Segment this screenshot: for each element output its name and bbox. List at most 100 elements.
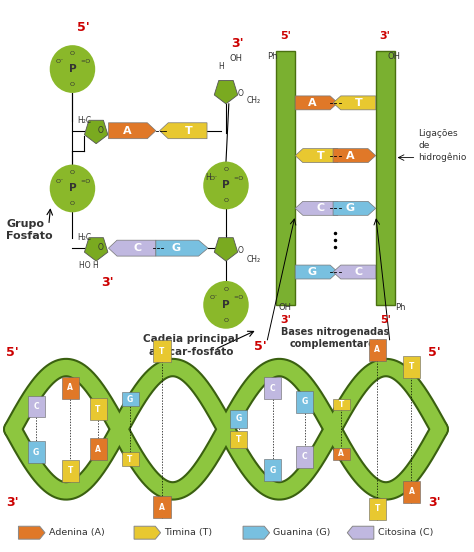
Bar bbox=[276, 51, 295, 305]
Text: Adenina (A): Adenina (A) bbox=[49, 528, 105, 537]
Text: 5': 5' bbox=[255, 339, 267, 353]
Bar bbox=[154, 496, 171, 518]
Bar bbox=[403, 481, 420, 502]
Bar bbox=[62, 460, 79, 481]
Bar bbox=[121, 452, 138, 466]
Text: O: O bbox=[70, 51, 75, 56]
Text: =O: =O bbox=[80, 179, 90, 184]
Text: O⁻: O⁻ bbox=[210, 295, 218, 300]
Polygon shape bbox=[214, 81, 237, 104]
Polygon shape bbox=[295, 148, 338, 163]
Polygon shape bbox=[109, 123, 156, 139]
Polygon shape bbox=[295, 201, 338, 215]
Polygon shape bbox=[333, 148, 376, 163]
Polygon shape bbox=[18, 526, 45, 539]
Text: HO H: HO H bbox=[79, 261, 99, 270]
Circle shape bbox=[203, 162, 249, 209]
Text: O: O bbox=[223, 167, 228, 172]
Text: H: H bbox=[205, 173, 211, 183]
Text: A: A bbox=[409, 487, 414, 496]
Bar bbox=[369, 498, 386, 519]
Bar bbox=[121, 392, 138, 406]
Bar bbox=[403, 356, 420, 378]
Polygon shape bbox=[160, 123, 207, 139]
Text: OH: OH bbox=[387, 52, 400, 61]
Text: A: A bbox=[308, 98, 316, 108]
Bar bbox=[333, 448, 350, 460]
Text: G: G bbox=[172, 243, 181, 253]
Polygon shape bbox=[84, 120, 108, 144]
Text: G: G bbox=[308, 267, 317, 277]
Text: P: P bbox=[222, 181, 230, 190]
Bar bbox=[376, 51, 395, 305]
Bar bbox=[369, 339, 386, 361]
Text: O: O bbox=[223, 287, 228, 292]
Text: H₂C: H₂C bbox=[77, 233, 91, 242]
Text: Cadeia principal
açúcar-fosfato: Cadeia principal açúcar-fosfato bbox=[143, 333, 239, 357]
Text: OH: OH bbox=[230, 54, 243, 63]
Text: T: T bbox=[236, 435, 241, 444]
Text: 5': 5' bbox=[77, 21, 90, 34]
Text: G: G bbox=[127, 395, 133, 404]
Polygon shape bbox=[333, 201, 376, 215]
Polygon shape bbox=[156, 240, 208, 256]
Text: O⁻: O⁻ bbox=[56, 60, 64, 65]
Text: H₂C: H₂C bbox=[77, 116, 91, 125]
Text: O: O bbox=[223, 199, 228, 204]
Polygon shape bbox=[333, 96, 376, 110]
Text: G: G bbox=[33, 448, 39, 457]
Text: =O: =O bbox=[233, 295, 244, 300]
Text: C: C bbox=[270, 384, 276, 393]
Text: =O: =O bbox=[80, 60, 90, 65]
Text: G: G bbox=[302, 397, 308, 406]
Text: P: P bbox=[222, 300, 230, 310]
Text: T: T bbox=[338, 400, 344, 409]
Text: C: C bbox=[317, 203, 325, 213]
Text: Ph: Ph bbox=[268, 52, 278, 61]
Text: O⁻: O⁻ bbox=[210, 176, 218, 181]
Bar bbox=[90, 398, 107, 420]
Polygon shape bbox=[295, 96, 338, 110]
Text: T: T bbox=[95, 405, 101, 413]
Bar bbox=[264, 378, 282, 399]
Text: 3': 3' bbox=[231, 37, 243, 50]
Bar bbox=[27, 395, 45, 417]
Circle shape bbox=[50, 45, 95, 93]
Polygon shape bbox=[134, 526, 161, 539]
Text: A: A bbox=[374, 346, 380, 354]
Text: T: T bbox=[184, 126, 192, 136]
Text: Guanina (G): Guanina (G) bbox=[273, 528, 331, 537]
Text: 5': 5' bbox=[6, 346, 19, 359]
Text: G: G bbox=[270, 465, 276, 475]
Text: Grupo
Fosfato: Grupo Fosfato bbox=[6, 220, 53, 241]
Bar bbox=[230, 431, 247, 448]
Text: OH: OH bbox=[278, 303, 291, 312]
Text: 5': 5' bbox=[428, 346, 441, 359]
Circle shape bbox=[50, 164, 95, 213]
Text: T: T bbox=[374, 504, 380, 513]
Text: 5': 5' bbox=[280, 31, 291, 41]
Polygon shape bbox=[295, 265, 338, 279]
Text: CH₂: CH₂ bbox=[247, 255, 261, 264]
Polygon shape bbox=[84, 238, 108, 261]
Text: A: A bbox=[123, 126, 131, 136]
Bar bbox=[154, 340, 171, 362]
Text: 5': 5' bbox=[380, 315, 391, 325]
Text: P: P bbox=[69, 64, 76, 74]
Text: Citosina (C): Citosina (C) bbox=[378, 528, 433, 537]
Text: O: O bbox=[70, 82, 75, 87]
Text: A: A bbox=[67, 383, 73, 392]
Text: G: G bbox=[236, 415, 242, 423]
Text: T: T bbox=[317, 151, 325, 161]
Text: G: G bbox=[345, 203, 355, 213]
Polygon shape bbox=[109, 240, 156, 256]
Polygon shape bbox=[347, 526, 374, 539]
Text: T: T bbox=[355, 98, 363, 108]
Text: T: T bbox=[128, 455, 133, 464]
Text: O: O bbox=[98, 126, 104, 135]
Text: O: O bbox=[237, 89, 243, 98]
Text: C: C bbox=[302, 452, 308, 461]
Text: C: C bbox=[355, 267, 363, 277]
Polygon shape bbox=[333, 265, 376, 279]
Bar bbox=[62, 377, 79, 399]
